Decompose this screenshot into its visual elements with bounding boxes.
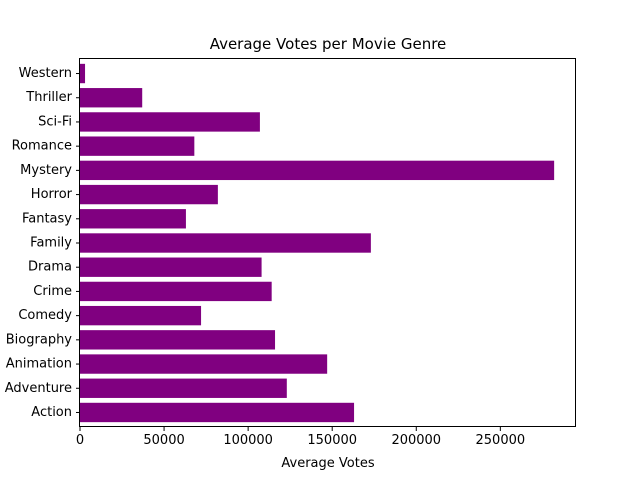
y-tick-label: Thriller bbox=[25, 90, 72, 105]
y-tick-label: Horror bbox=[31, 187, 73, 202]
x-tick-label: 0 bbox=[76, 433, 84, 448]
bar-action bbox=[80, 402, 355, 423]
bar-fantasy bbox=[80, 209, 186, 229]
y-tick-label: Sci-Fi bbox=[38, 114, 72, 129]
y-tick-label: Comedy bbox=[18, 308, 72, 323]
x-tick-label: 150000 bbox=[307, 433, 357, 448]
chart-title: Average Votes per Movie Genre bbox=[210, 35, 447, 53]
plot-frame bbox=[79, 58, 576, 427]
bar-drama bbox=[80, 257, 262, 277]
bar-sci-fi bbox=[80, 112, 260, 132]
x-tick-label: 250000 bbox=[476, 433, 526, 448]
bar-horror bbox=[80, 184, 218, 205]
bars-group bbox=[80, 63, 555, 423]
bar-family bbox=[80, 233, 371, 253]
bar-biography bbox=[80, 330, 276, 350]
bar-adventure bbox=[80, 378, 287, 398]
y-tick-label: Romance bbox=[12, 139, 72, 154]
bar-crime bbox=[80, 281, 272, 302]
x-axis-ticks: 0 50000 100000 150000 200000 250000 bbox=[76, 427, 525, 448]
y-tick-label: Family bbox=[30, 236, 72, 251]
bar-western bbox=[80, 63, 86, 84]
y-tick-label: Drama bbox=[28, 260, 72, 275]
bar-romance bbox=[80, 136, 195, 156]
x-tick-label: 200000 bbox=[391, 433, 441, 448]
bar-mystery bbox=[80, 160, 555, 181]
y-axis-ticks: Action Adventure Animation Biography Comedy C… bbox=[5, 66, 80, 420]
x-axis-label: Average Votes bbox=[281, 456, 374, 471]
bar-animation bbox=[80, 354, 328, 374]
y-tick-label: Western bbox=[19, 66, 72, 81]
y-tick-label: Animation bbox=[6, 357, 72, 372]
x-tick-label: 100000 bbox=[223, 433, 273, 448]
y-tick-label: Fantasy bbox=[22, 211, 72, 226]
y-tick-label: Action bbox=[31, 405, 72, 420]
y-tick-label: Adventure bbox=[5, 381, 72, 396]
bar-comedy bbox=[80, 305, 202, 326]
y-tick-label: Mystery bbox=[20, 163, 72, 178]
x-tick-label: 50000 bbox=[143, 433, 184, 448]
y-tick-label: Crime bbox=[33, 284, 72, 299]
y-tick-label: Biography bbox=[6, 332, 73, 347]
bar-thriller bbox=[80, 88, 143, 108]
